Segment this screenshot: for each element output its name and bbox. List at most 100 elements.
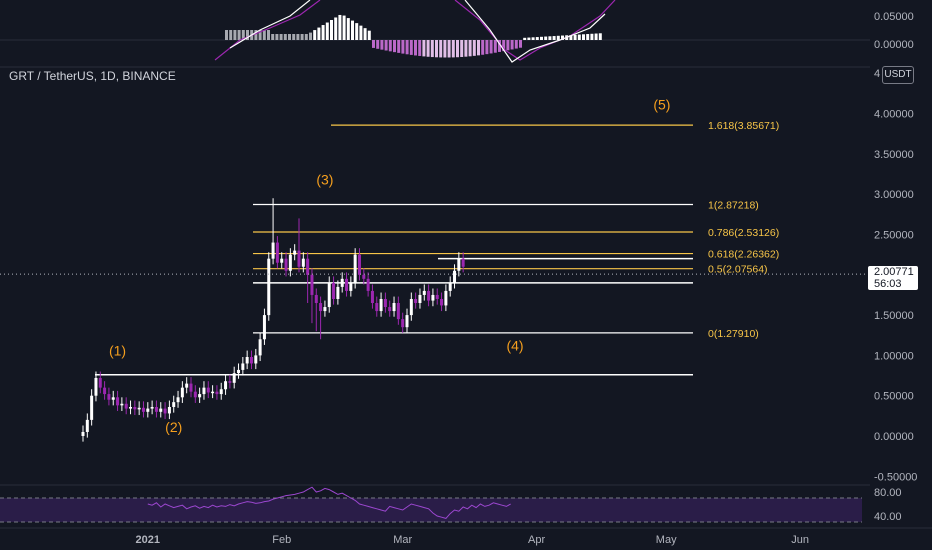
macd-histogram-bar: [414, 40, 417, 56]
macd-axis-tick: 0.00000: [874, 39, 914, 51]
candle-body: [301, 258, 305, 267]
price-axis-tick: 2.50000: [874, 230, 914, 242]
candle-body: [219, 389, 223, 395]
candle-body: [392, 303, 396, 312]
macd-histogram-bar: [527, 37, 531, 40]
candle-body: [198, 394, 202, 398]
candle-body: [189, 383, 193, 392]
candle-body: [146, 408, 150, 412]
candle-body: [163, 408, 167, 414]
macd-histogram-bar: [451, 40, 455, 58]
price-axis-tick: 3.00000: [874, 189, 914, 201]
candle-body: [444, 290, 448, 306]
candle-body: [232, 373, 236, 383]
macd-histogram-bar: [267, 30, 270, 40]
macd-histogram-bar: [388, 40, 392, 52]
macd-histogram-bar: [443, 40, 447, 58]
macd-histogram-bar: [233, 30, 237, 40]
candle-body: [81, 431, 85, 436]
price-axis-tick: 0.00000: [874, 431, 914, 443]
macd-histogram-bar: [590, 33, 594, 40]
candle-body: [271, 242, 275, 259]
macd-histogram-bar: [376, 40, 380, 49]
candle-body: [314, 294, 318, 304]
macd-histogram-bar: [464, 40, 468, 57]
candle-body: [310, 274, 314, 295]
macd-histogram-bar: [330, 20, 333, 40]
macd-histogram-bar: [380, 40, 384, 50]
candle-body: [180, 387, 184, 398]
candle-body: [150, 406, 154, 409]
candle-body: [453, 270, 457, 283]
macd-histogram-bar: [523, 37, 527, 40]
candle-body: [448, 282, 452, 291]
candle-body: [141, 407, 145, 412]
macd-histogram-bar: [582, 34, 585, 40]
macd-histogram-bar: [275, 34, 279, 40]
macd-histogram-bar: [422, 40, 426, 57]
macd-histogram-bar: [514, 40, 518, 49]
candle-body: [332, 282, 336, 299]
candle-body: [254, 355, 258, 364]
currency-button[interactable]: USDT: [882, 66, 914, 84]
macd-histogram-bar: [548, 36, 552, 40]
candle-body: [327, 282, 331, 308]
last-price-tag: 2.00771 56:03: [868, 266, 918, 290]
candle-body: [370, 290, 374, 304]
macd-histogram-bar: [241, 30, 245, 40]
fib-level-label: 0(1.27910): [708, 328, 759, 340]
candle-body: [137, 407, 141, 410]
candle-body: [297, 250, 301, 267]
candle-body: [340, 278, 344, 287]
candle-body: [383, 298, 387, 308]
macd-histogram-bar: [258, 30, 262, 40]
candle-body: [284, 258, 288, 271]
candle-body: [202, 387, 206, 395]
macd-histogram-bar: [351, 20, 354, 40]
macd-histogram-bar: [372, 40, 375, 48]
macd-histogram-bar: [561, 35, 564, 40]
price-axis-tick: 3.50000: [874, 149, 914, 161]
fib-level-label: 0.5(2.07564): [708, 264, 768, 276]
candle-body: [306, 258, 310, 275]
candle-body: [159, 408, 163, 412]
countdown-timer: 56:03: [874, 278, 902, 290]
candle-body: [323, 307, 327, 312]
macd-histogram-bar: [594, 33, 598, 40]
candle-body: [422, 290, 426, 295]
candle-body: [409, 298, 413, 316]
rsi-axis-tick: 80.00: [874, 487, 902, 499]
macd-histogram-bar: [556, 35, 560, 40]
candle-body: [267, 258, 271, 316]
macd-histogram-bar: [418, 40, 422, 56]
candle-body: [90, 395, 94, 420]
candle-body: [362, 274, 366, 279]
macd-line: [229, 0, 311, 49]
macd-histogram-bar: [456, 40, 459, 58]
candle-body: [405, 315, 409, 328]
candle-body: [396, 303, 400, 320]
time-axis-tick: 2021: [136, 534, 160, 546]
macd-histogram-bar: [493, 40, 497, 53]
macd-histogram-bar: [246, 30, 249, 40]
macd-histogram-bar: [502, 40, 506, 52]
macd-histogram-bar: [510, 40, 514, 50]
candle-body: [129, 406, 133, 409]
candle-body: [228, 381, 232, 383]
candle-body: [288, 254, 292, 271]
macd-histogram-bar: [325, 22, 329, 40]
macd-histogram-bar: [598, 33, 602, 40]
candle-body: [366, 278, 370, 291]
wave-label: (5): [653, 97, 670, 113]
rsi-band: [0, 498, 862, 522]
candle-body: [241, 363, 245, 370]
candle-body: [349, 282, 353, 291]
wave-label: (3): [316, 172, 333, 188]
candle-body: [94, 377, 98, 396]
fib-level-label: 0.618(2.26362): [708, 249, 779, 261]
candle-body: [176, 397, 180, 403]
macd-histogram-bar: [409, 40, 413, 55]
macd-line-2: [464, 0, 606, 63]
